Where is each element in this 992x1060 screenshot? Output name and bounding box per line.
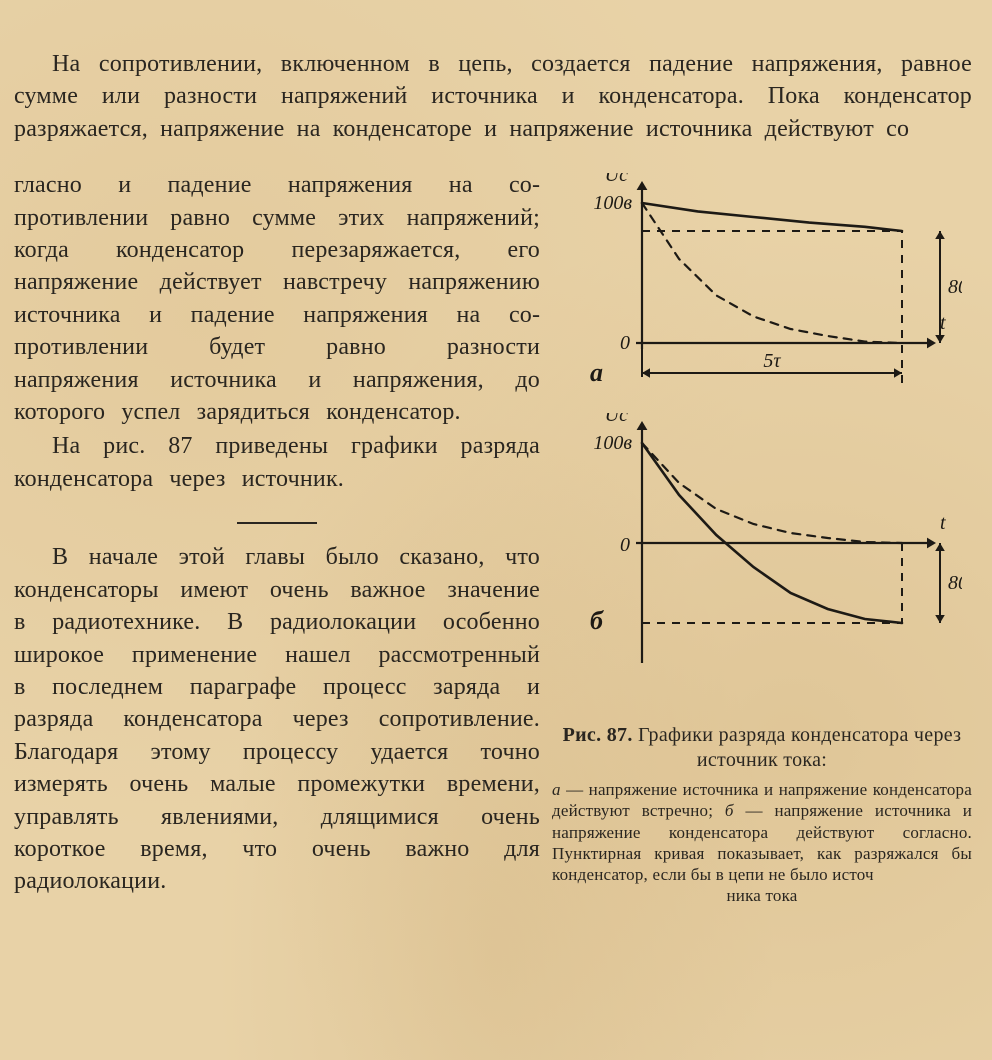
svg-text:t: t: [940, 512, 946, 534]
svg-text:100в: 100в: [593, 432, 632, 454]
svg-text:а: а: [590, 358, 603, 387]
section-divider: [14, 501, 540, 533]
figure-column: Uc 100в 0 t 80в 5τ а Uc 100в 0 t 80в б Рис. 87. Гра…: [552, 169, 972, 907]
chart-b: Uc 100в 0 t 80в б: [562, 413, 962, 713]
chart-a: Uc100в0t80в5τа: [562, 173, 962, 413]
paragraph-left-1: гласно и падение напряжения на со­против…: [14, 169, 540, 428]
svg-text:100в: 100в: [593, 192, 632, 214]
caption-rest: Графики разряда конденсатора через источ…: [633, 724, 962, 771]
figure-caption: Рис. 87. Графики разряда конденсатора че…: [552, 723, 972, 907]
svg-text:80в: 80в: [948, 572, 962, 594]
paragraph-top: На сопротивлении, включенном в цепь, соз…: [14, 48, 972, 145]
svg-text:80в: 80в: [948, 276, 962, 298]
svg-text:0: 0: [620, 332, 630, 354]
subcaption-last: ника тока: [552, 885, 972, 906]
figure-subcaption: а — напряжение источника и на­пряжение к…: [552, 779, 972, 907]
subcaption-a-letter: а: [552, 780, 561, 799]
figure-87: Uc 100в 0 t 80в 5τ а Uc 100в 0 t 80в б: [552, 173, 972, 713]
paragraph-left-3: В начале этой главы было ска­зано, что к…: [14, 541, 540, 897]
svg-text:Uc: Uc: [605, 173, 628, 186]
left-column: гласно и падение напряжения на со­против…: [14, 169, 540, 907]
caption-prefix: Рис.: [563, 724, 607, 746]
svg-text:5τ: 5τ: [763, 350, 781, 372]
svg-text:Uc: Uc: [605, 413, 628, 426]
caption-number: 87: [607, 724, 628, 746]
svg-text:0: 0: [620, 534, 630, 556]
subcaption-b-letter: б: [725, 801, 734, 820]
paragraph-left-2: На рис. 87 приведены графики разряда кон…: [14, 430, 540, 495]
svg-text:б: б: [590, 606, 604, 635]
page: На сопротивлении, включенном в цепь, соз…: [14, 24, 972, 907]
